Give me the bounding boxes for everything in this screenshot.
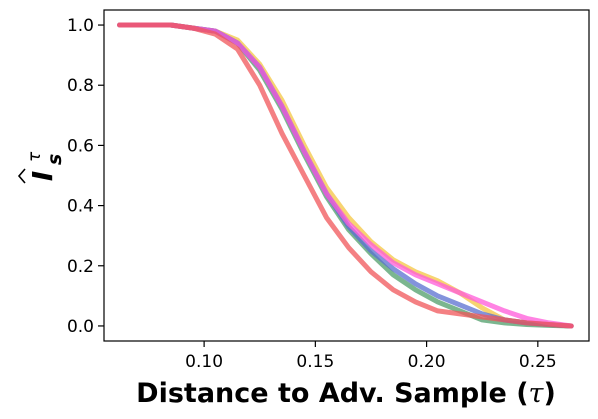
y-axis-label-main: I [26, 171, 59, 181]
series-line-3 [117, 22, 574, 329]
y-tick-label: 0.8 [67, 76, 94, 96]
y-axis-label: I τ s [17, 151, 66, 184]
plot-frame [103, 9, 590, 342]
x-axis-label: Distance to Adv. Sample (τ) [136, 378, 556, 409]
y-axis-label-sup: τ [25, 151, 45, 162]
x-tick-label: 0.20 [408, 352, 446, 372]
x-tick-label: 0.10 [185, 352, 223, 372]
series-line-5 [117, 22, 574, 329]
y-tick-label: 0.2 [67, 257, 94, 277]
y-tick-label: 0.4 [67, 197, 94, 217]
y-tick-label: 0.0 [67, 317, 94, 337]
x-tick-label: 0.25 [519, 352, 557, 372]
series-line-2 [117, 22, 574, 329]
hat-icon [17, 168, 26, 184]
y-axis-ticks: 0.0 0.2 0.4 0.6 0.8 1.0 [67, 16, 104, 337]
y-tick-label: 0.6 [67, 136, 94, 156]
x-axis-ticks: 0.10 0.15 0.20 0.25 [185, 341, 557, 372]
series-line-4 [117, 22, 574, 329]
series-layer [117, 22, 574, 329]
series-line-1 [117, 22, 574, 329]
y-axis-label-sub: s [44, 154, 66, 165]
x-tick-label: 0.15 [296, 352, 334, 372]
y-tick-label: 1.0 [67, 16, 94, 36]
